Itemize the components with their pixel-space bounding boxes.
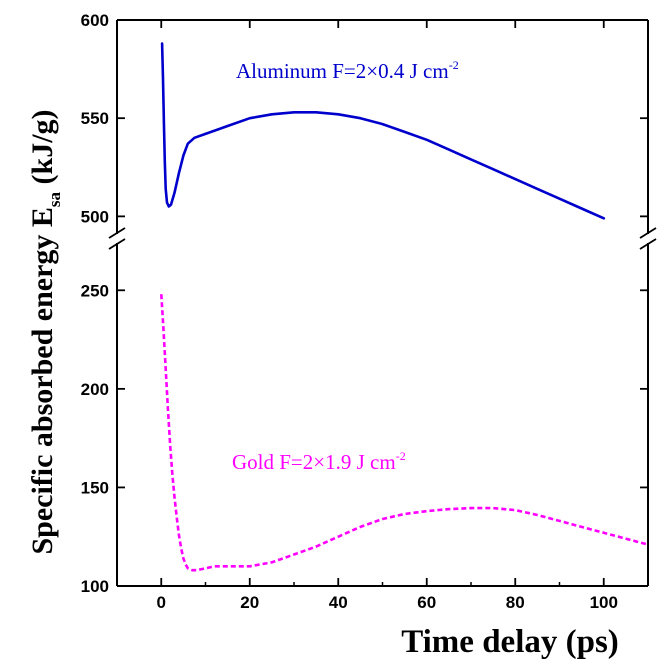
y-tick-label-lower: 250 [81,281,109,300]
legend-aluminum-main: Aluminum F=2×0.4 J cm [236,59,449,83]
y-tick-label-lower: 150 [81,478,109,497]
x-tick-label: 60 [417,593,436,612]
legend-aluminum-sup: -2 [449,58,459,72]
y-axis-label: Specific absorbed energy Esa (kJ/g) [26,109,64,554]
legend-gold-main: Gold F=2×1.9 J cm [232,450,396,474]
x-tick-label: 100 [590,593,618,612]
y-axis-label-main: Specific absorbed energy E [26,207,59,554]
x-tick-label: 0 [157,593,166,612]
legend-gold: Gold F=2×1.9 J cm-2 [232,449,406,474]
y-tick-label-lower: 100 [81,577,109,596]
legend-gold-sup: -2 [396,449,406,463]
break-mark-right-b [639,238,657,250]
y-tick-label-lower: 200 [81,380,109,399]
y-axis-label-sub: sa [45,191,64,207]
break-mark-right-a [639,227,657,239]
series-layer [160,42,649,572]
y-axis-label-unit: (kJ/g) [26,109,59,192]
axis-ticks: 0 20 40 60 80 100 500 550 600 100 150 200 250 [81,11,649,612]
x-tick-label: 40 [329,593,348,612]
y-tick-label-upper: 500 [81,207,109,226]
series-gold-line [160,294,649,572]
plot-frame [108,19,657,587]
series-aluminum-line [160,42,606,220]
legend-aluminum: Aluminum F=2×0.4 J cm-2 [236,58,459,83]
x-tick-label: 80 [506,593,525,612]
y-tick-label-upper: 600 [81,11,109,30]
break-mark-left-b [108,238,126,250]
x-tick-label: 20 [240,593,259,612]
y-tick-label-upper: 550 [81,109,109,128]
break-mark-left-a [108,227,126,239]
x-axis-label: Time delay (ps) [401,624,619,660]
